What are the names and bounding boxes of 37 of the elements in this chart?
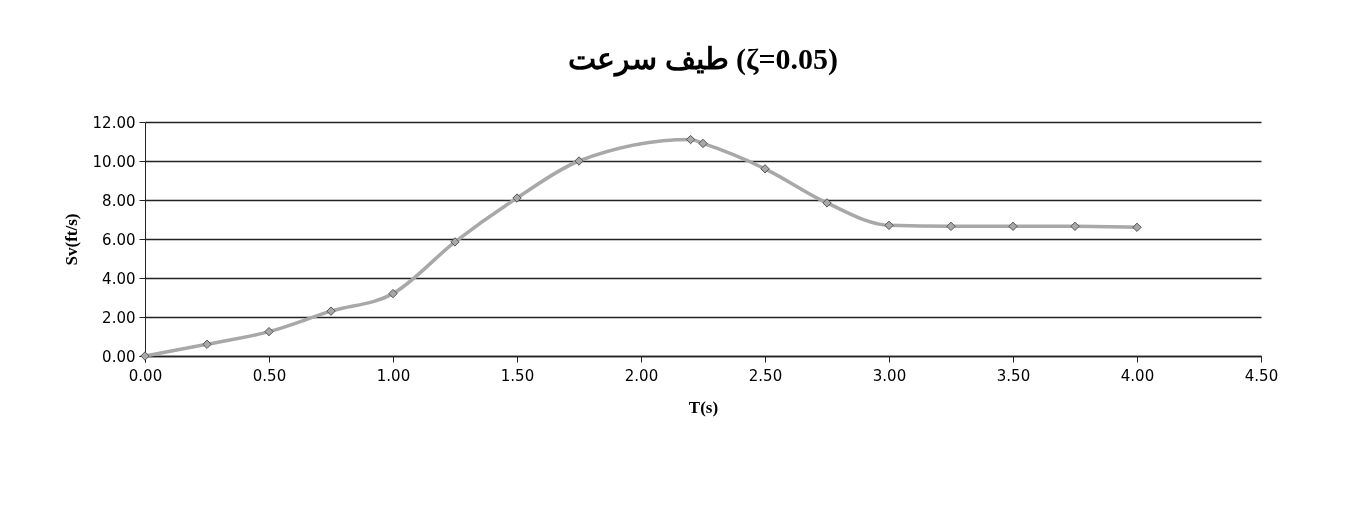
y-tick-label: 4.00 xyxy=(102,269,136,288)
point xyxy=(946,221,956,232)
x-tick-label: 1.50 xyxy=(500,366,535,385)
point xyxy=(822,198,832,208)
y-tick-label: 8.00 xyxy=(102,191,136,210)
x-tick-label: 2.50 xyxy=(748,366,783,385)
y-axis-title: Sv(ft/s) xyxy=(61,213,81,266)
point xyxy=(388,288,398,299)
x-tick-label: 4.50 xyxy=(1244,366,1279,385)
x-tick-label: 4.00 xyxy=(1120,366,1155,385)
point xyxy=(202,339,212,349)
x-axis-title: T(s) xyxy=(688,397,719,417)
point xyxy=(326,306,336,316)
chart-title: طيف سرعت (ζ=0.05) xyxy=(568,42,838,77)
point xyxy=(698,138,708,149)
point xyxy=(884,220,894,231)
x-tick-label: 1.00 xyxy=(376,366,411,385)
point xyxy=(450,237,460,247)
y-tick-label: 6.00 xyxy=(102,230,136,249)
x-tick-label: 3.50 xyxy=(996,366,1031,385)
point xyxy=(512,193,522,203)
y-tick-label: 2.00 xyxy=(102,308,136,327)
point xyxy=(1070,221,1080,232)
x-tick-label: 2.00 xyxy=(624,366,659,385)
point xyxy=(264,326,274,337)
x-tick-label: 0.00 xyxy=(128,366,163,385)
y-tick-label: 0.00 xyxy=(102,347,136,366)
point xyxy=(1132,222,1142,232)
point xyxy=(685,134,696,145)
y-tick-label: 10.00 xyxy=(92,152,136,171)
x-tick-label: 3.00 xyxy=(872,366,907,385)
x-tick-label: 0.50 xyxy=(252,366,287,385)
point xyxy=(140,351,150,361)
point xyxy=(760,164,770,174)
y-tick-label: 12.00 xyxy=(92,113,136,132)
point xyxy=(574,156,584,166)
point xyxy=(1008,221,1018,232)
